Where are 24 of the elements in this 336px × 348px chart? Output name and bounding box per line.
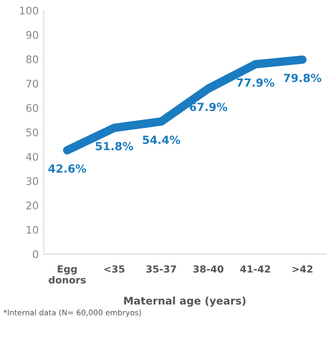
- y-tick-label: 30: [26, 177, 38, 186]
- y-tick-label: 40: [26, 152, 38, 161]
- x-tick-label: 38-40: [193, 265, 224, 273]
- y-tick-label: 10: [26, 226, 38, 234]
- data-label: 42.6%: [48, 164, 86, 173]
- y-tick-label: 50: [26, 128, 38, 136]
- x-tick-label: Egg donors: [48, 265, 86, 284]
- y-tick-label: 80: [26, 55, 38, 64]
- x-axis-title: Maternal age (years): [124, 296, 246, 307]
- y-tick-label: 60: [26, 104, 38, 112]
- data-label: 54.4%: [142, 136, 180, 144]
- x-tick-label: >42: [292, 265, 312, 273]
- y-tick-label: 100: [20, 6, 38, 15]
- y-tick-label: 90: [26, 31, 38, 39]
- x-tick-label: 41-42: [240, 265, 270, 273]
- data-label: 67.9%: [190, 102, 228, 112]
- x-tick-label: <35: [104, 265, 124, 273]
- y-tick-label: 0: [32, 250, 38, 258]
- y-tick-label: 20: [26, 202, 38, 210]
- data-label: 77.9%: [236, 78, 274, 87]
- y-tick-label: 70: [26, 80, 38, 88]
- data-label: 51.8%: [96, 142, 134, 150]
- x-tick-label: 35-37: [146, 265, 176, 273]
- data-label: 79.8%: [284, 74, 322, 82]
